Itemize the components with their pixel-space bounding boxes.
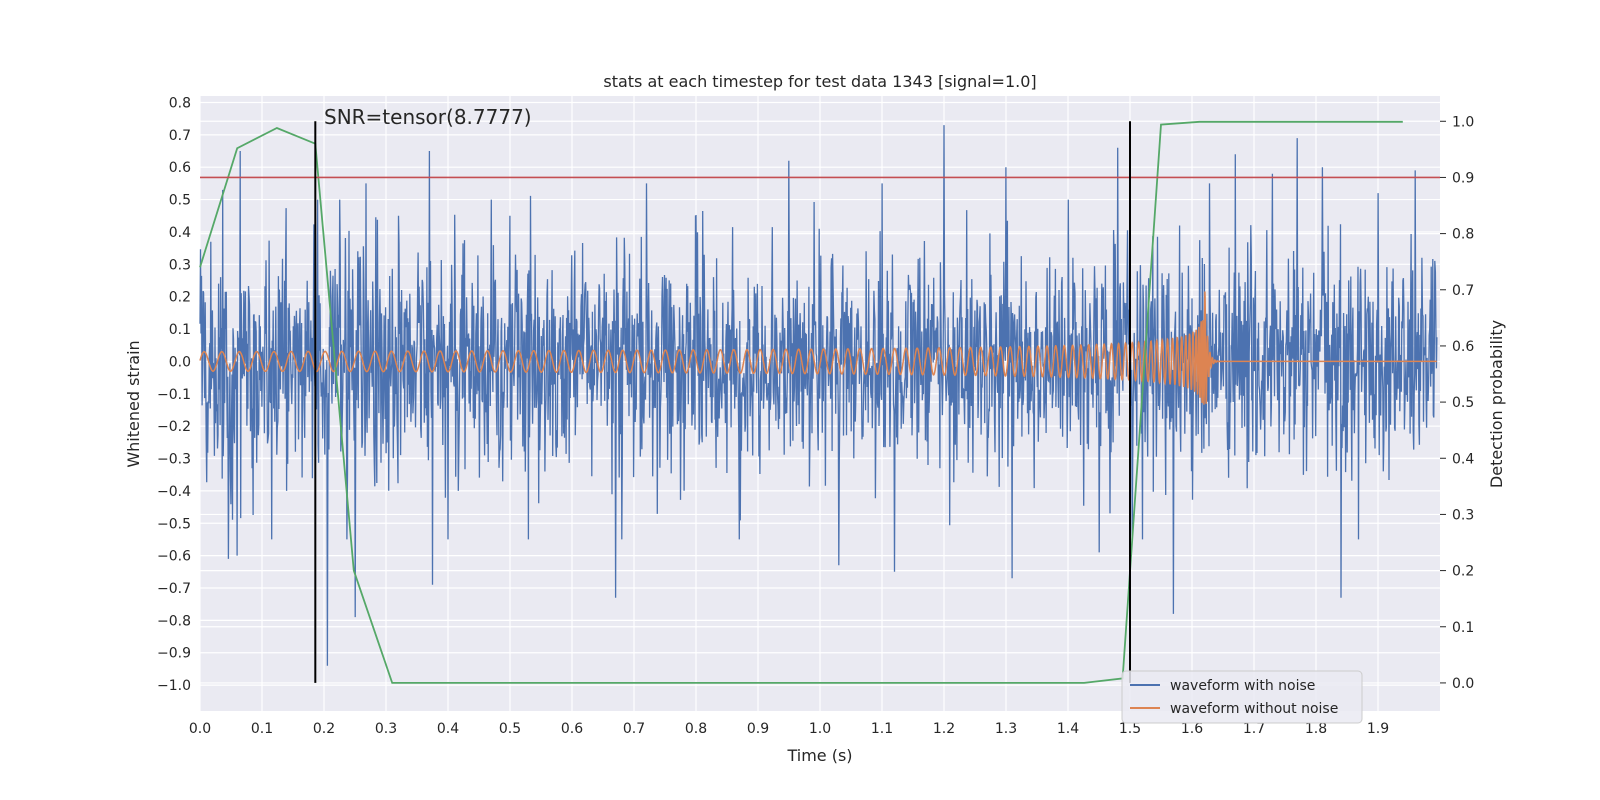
- x-tick-label-2: 0.2: [313, 721, 335, 737]
- x-tick-label-0: 0.0: [189, 721, 211, 737]
- snr-annotation: SNR=tensor(8.7777): [324, 105, 532, 129]
- y-tick-left-label-15: −0.7: [157, 581, 191, 597]
- x-tick-label-3: 0.3: [375, 721, 397, 737]
- chirp-series: [199, 291, 1437, 405]
- y-tick-right-label-3: 0.7: [1452, 283, 1474, 299]
- x-tick-label-8: 0.8: [685, 721, 707, 737]
- x-axis-title: Time (s): [786, 746, 852, 765]
- y-tick-left-label-18: −1.0: [157, 678, 191, 694]
- y-tick-left-label-1: 0.7: [169, 128, 191, 144]
- x-ticks: 0.0 0.1 0.2 0.3 0.4 0.5 0.6 0.7 0.8 0.9 1.0 1.1 1.2 1…: [189, 721, 1389, 737]
- y-tick-left-label-13: −0.5: [157, 516, 191, 532]
- y-tick-right-label-6: 0.4: [1452, 451, 1474, 467]
- y-tick-right-label-8: 0.2: [1452, 564, 1474, 580]
- y-axis-title-right: Detection probability: [1487, 320, 1506, 488]
- y-tick-left-label-17: −0.9: [157, 646, 191, 662]
- x-tick-label-17: 1.7: [1243, 721, 1265, 737]
- legend-box: [1121, 670, 1363, 724]
- x-tick-label-11: 1.1: [871, 721, 893, 737]
- y-tick-right-label-5: 0.5: [1452, 395, 1474, 411]
- x-tick-label-6: 0.6: [561, 721, 583, 737]
- x-tick-label-12: 1.2: [933, 721, 955, 737]
- x-tick-label-14: 1.4: [1057, 721, 1079, 737]
- x-tick-label-1: 0.1: [251, 721, 273, 737]
- x-tick-label-9: 0.9: [747, 721, 769, 737]
- y-tick-left-label-7: 0.1: [169, 322, 191, 338]
- y-tick-right-label-9: 0.1: [1452, 620, 1474, 636]
- legend-label-noise: waveform with noise: [1170, 678, 1315, 694]
- y-tick-left-label-3: 0.5: [169, 193, 191, 209]
- x-tick-label-4: 0.4: [437, 721, 459, 737]
- y-ticks-right: 1.0 0.9 0.8 0.7 0.6 0.5 0.4 0.3 0.2 0.1 0.0: [1440, 114, 1474, 692]
- y-tick-left-label-10: −0.2: [157, 419, 191, 435]
- y-tick-right-label-2: 0.8: [1452, 227, 1474, 243]
- legend: waveform with noise waveform without noi…: [1121, 670, 1363, 724]
- y-tick-right-label-7: 0.3: [1452, 507, 1474, 523]
- x-tick-label-10: 1.0: [809, 721, 831, 737]
- x-tick-label-5: 0.5: [499, 721, 521, 737]
- y-tick-left-label-2: 0.6: [169, 160, 191, 176]
- noise-line: [199, 125, 1438, 666]
- x-tick-label-16: 1.6: [1181, 721, 1203, 737]
- y-tick-left-label-16: −0.8: [157, 613, 191, 629]
- noise-series: [199, 125, 1438, 666]
- marker-lines: [314, 121, 1131, 683]
- y-tick-right-label-4: 0.6: [1452, 339, 1474, 355]
- x-tick-label-7: 0.7: [623, 721, 645, 737]
- y-axis-title-left: Whitened strain: [124, 340, 143, 467]
- x-tick-label-15: 1.5: [1119, 721, 1141, 737]
- y-tick-left-label-9: −0.1: [157, 387, 191, 403]
- y-tick-right-label-1: 0.9: [1452, 170, 1474, 186]
- y-tick-left-label-4: 0.4: [169, 225, 191, 241]
- y-tick-left-label-11: −0.3: [157, 452, 191, 468]
- legend-label-clean: waveform without noise: [1170, 701, 1338, 717]
- y-tick-right-label-0: 1.0: [1452, 114, 1474, 130]
- x-tick-label-18: 1.8: [1305, 721, 1327, 737]
- y-tick-left-label-0: 0.8: [169, 95, 191, 111]
- y-tick-left-label-14: −0.6: [157, 549, 191, 565]
- y-tick-right-label-10: 0.0: [1452, 676, 1474, 692]
- y-ticks-left: 0.8 0.7 0.6 0.5 0.4 0.3 0.2 0.1 0.0 −0.1 −0.2 −0.3 −…: [157, 95, 191, 694]
- y-tick-left-label-5: 0.3: [169, 257, 191, 273]
- y-tick-left-label-8: 0.0: [169, 354, 191, 370]
- chart-title: stats at each timestep for test data 134…: [603, 72, 1036, 91]
- x-tick-label-13: 1.3: [995, 721, 1017, 737]
- y-tick-left-label-12: −0.4: [157, 484, 191, 500]
- x-tick-label-19: 1.9: [1367, 721, 1389, 737]
- y-tick-left-label-6: 0.2: [169, 290, 191, 306]
- chirp-line: [199, 291, 1437, 405]
